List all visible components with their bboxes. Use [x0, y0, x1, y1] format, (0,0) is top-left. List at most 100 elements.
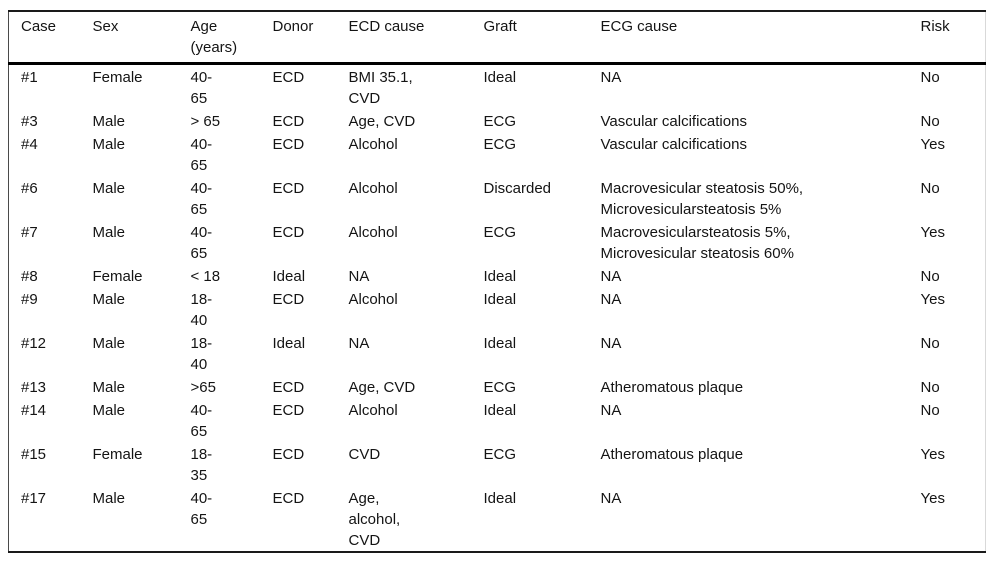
cell-graft: Ideal — [483, 268, 517, 285]
cell-ecd-cause: Age, alcohol, CVD — [348, 490, 401, 549]
cell-risk: No — [920, 268, 940, 285]
column-header-ecd-cause: ECD cause — [348, 11, 484, 65]
cell-graft: ECG — [483, 446, 517, 463]
cell-case: #8 — [21, 268, 38, 285]
cell-age: 40- 65 — [190, 136, 213, 174]
cell-ecg-cause: Atheromatous plaque — [600, 446, 744, 463]
cell-age: 40- 65 — [190, 490, 213, 528]
cell-risk: Yes — [920, 291, 945, 308]
cell-age: 40- 65 — [190, 224, 213, 262]
cell-age: 18- 40 — [190, 291, 213, 329]
cell-graft: Ideal — [483, 69, 517, 86]
column-header-donor: Donor — [272, 11, 349, 65]
cell-graft: Ideal — [483, 490, 517, 507]
cell-age: 18- 40 — [190, 335, 213, 373]
cell-age: 18- 35 — [190, 446, 213, 484]
cell-sex: Female — [92, 446, 143, 463]
table-row: #1 Female 40- 65 ECD BMI 35.1, CVD Ideal… — [9, 64, 986, 110]
cell-ecd-cause: NA — [348, 268, 370, 285]
cell-ecd-cause: BMI 35.1, CVD — [348, 69, 413, 107]
cell-graft: ECG — [483, 379, 517, 396]
cell-case: #17 — [21, 490, 47, 507]
cell-ecd-cause: Alcohol — [348, 180, 398, 197]
cell-sex: Male — [92, 291, 126, 308]
cell-case: #7 — [21, 224, 38, 241]
cell-ecd-cause: Alcohol — [348, 224, 398, 241]
cell-case: #12 — [21, 335, 47, 352]
table-row: #6 Male 40- 65 ECD Alcohol Discarded Mac… — [9, 176, 986, 220]
cell-risk: No — [920, 335, 940, 352]
table-row: #4 Male 40- 65 ECD Alcohol ECG Vascular … — [9, 132, 986, 176]
cell-case: #15 — [21, 446, 47, 463]
column-header-age: Age (years) — [190, 11, 273, 65]
table-row: #15 Female 18- 35 ECD CVD ECG Atheromato… — [9, 442, 986, 486]
cell-age: >65 — [190, 379, 216, 396]
column-header-graft: Graft — [483, 11, 601, 65]
cell-risk: Yes — [920, 446, 945, 463]
cell-donor: ECD — [272, 113, 305, 130]
cell-sex: Male — [92, 490, 126, 507]
cell-ecg-cause: Vascular calcifications — [600, 136, 747, 153]
cell-graft: Ideal — [483, 402, 517, 419]
column-header-ecg-cause: ECG cause — [600, 11, 921, 65]
cell-donor: ECD — [272, 402, 305, 419]
cell-sex: Male — [92, 379, 126, 396]
cell-sex: Male — [92, 224, 126, 241]
cell-graft: Ideal — [483, 335, 517, 352]
cell-graft: ECG — [483, 113, 517, 130]
cell-case: #1 — [21, 69, 38, 86]
cell-sex: Male — [92, 180, 126, 197]
cell-sex: Female — [92, 69, 143, 86]
cell-ecd-cause: Alcohol — [348, 291, 398, 308]
cell-ecg-cause: NA — [600, 268, 622, 285]
cell-sex: Female — [92, 268, 143, 285]
cell-donor: ECD — [272, 490, 305, 507]
cell-risk: No — [920, 180, 940, 197]
cell-ecg-cause: Atheromatous plaque — [600, 379, 744, 396]
table-row: #7 Male 40- 65 ECD Alcohol ECG Macrovesi… — [9, 220, 986, 264]
cell-risk: Yes — [920, 490, 945, 507]
cell-sex: Male — [92, 402, 126, 419]
table-row: #3 Male > 65 ECD Age, CVD ECG Vascular c… — [9, 109, 986, 132]
cell-ecg-cause: NA — [600, 490, 622, 507]
cell-donor: ECD — [272, 224, 305, 241]
cell-risk: Yes — [920, 224, 945, 241]
cell-ecd-cause: Alcohol — [348, 402, 398, 419]
column-header-sex: Sex — [92, 11, 191, 65]
cell-case: #9 — [21, 291, 38, 308]
cell-ecg-cause: NA — [600, 335, 622, 352]
cell-sex: Male — [92, 335, 126, 352]
cell-risk: No — [920, 402, 940, 419]
cell-case: #6 — [21, 180, 38, 197]
cell-risk: No — [920, 69, 940, 86]
cell-ecg-cause: NA — [600, 291, 622, 308]
cell-age: > 65 — [190, 113, 221, 130]
cell-donor: ECD — [272, 180, 305, 197]
cell-risk: No — [920, 379, 940, 396]
cell-donor: ECD — [272, 291, 305, 308]
table-row: #12 Male 18- 40 Ideal NA Ideal NA No — [9, 331, 986, 375]
table-row: #8 Female < 18 Ideal NA Ideal NA No — [9, 264, 986, 287]
cell-graft: Discarded — [483, 180, 552, 197]
cell-donor: ECD — [272, 446, 305, 463]
cell-sex: Male — [92, 113, 126, 130]
cell-age: 40- 65 — [190, 180, 213, 218]
cell-ecg-cause: Macrovesicularsteatosis 5%, Microvesicul… — [600, 224, 794, 262]
table-row: #14 Male 40- 65 ECD Alcohol Ideal NA No — [9, 398, 986, 442]
table-row: #9 Male 18- 40 ECD Alcohol Ideal NA Yes — [9, 287, 986, 331]
cell-case: #14 — [21, 402, 47, 419]
table-row: #17 Male 40- 65 ECD Age, alcohol, CVD Id… — [9, 486, 986, 552]
cell-donor: ECD — [272, 136, 305, 153]
header-row: Case Sex Age (years) Donor ECD cause Gra… — [8, 11, 986, 65]
cell-case: #3 — [21, 113, 38, 130]
cell-ecg-cause: Macrovesicular steatosis 50%, Microvesic… — [600, 180, 804, 218]
cell-donor: ECD — [272, 379, 305, 396]
cell-ecg-cause: NA — [600, 69, 622, 86]
cell-ecd-cause: Age, CVD — [348, 379, 416, 396]
column-header-case: Case — [8, 11, 93, 65]
cell-graft: ECG — [483, 136, 517, 153]
cell-donor: Ideal — [272, 268, 306, 285]
cell-ecg-cause: Vascular calcifications — [600, 113, 747, 130]
cell-case: #13 — [21, 379, 47, 396]
cell-age: 40- 65 — [190, 402, 213, 440]
